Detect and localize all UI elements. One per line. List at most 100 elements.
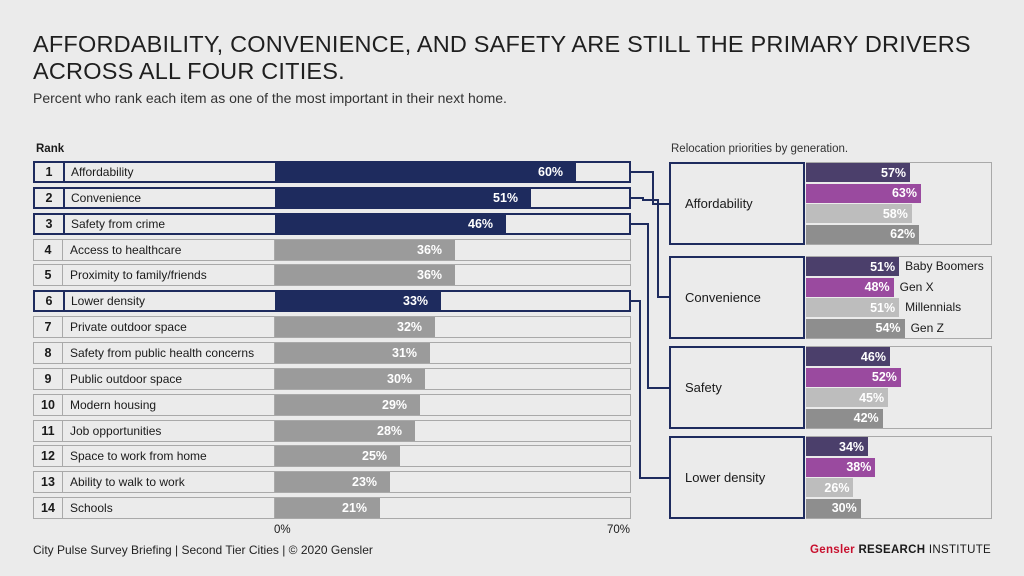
legend-entry: Gen Z — [910, 320, 944, 335]
row-divider — [274, 342, 275, 363]
brand-logo: Gensler RESEARCH INSTITUTE — [810, 544, 991, 556]
x-tick-label-max: 70% — [607, 524, 631, 536]
generation-bar: 48% — [806, 277, 894, 297]
group-frame — [806, 256, 992, 339]
generation-bar: 58% — [806, 204, 912, 224]
row-label: Proximity to family/friends — [70, 268, 207, 283]
bar-value-label: 25% — [362, 449, 388, 464]
bar-value-label: 36% — [417, 268, 443, 283]
row-divider — [274, 317, 275, 338]
group-label-box: Safety — [669, 346, 805, 429]
row-label: Public outdoor space — [70, 371, 183, 386]
rank-number: 5 — [34, 265, 63, 286]
rank-number: 7 — [34, 317, 63, 338]
generation-bar: 57% — [806, 163, 911, 182]
generation-bar: 38% — [806, 457, 876, 477]
rank-number: 6 — [35, 292, 65, 311]
group-frame — [806, 162, 992, 245]
row-label: Safety from crime — [71, 216, 166, 231]
table-row: 8 Safety from public health concerns 31% — [33, 341, 631, 364]
generation-bar: 26% — [806, 478, 854, 498]
table-row: 4 Access to healthcare 36% — [33, 238, 631, 261]
group-frame — [806, 436, 992, 519]
legend-entry: Baby Boomers — [905, 259, 984, 273]
bar-value-label: 46% — [468, 216, 494, 231]
row-label: Private outdoor space — [70, 320, 187, 335]
generation-bar: 45% — [806, 388, 889, 408]
group-label-box: Affordability — [669, 162, 805, 245]
rank-header: Rank — [36, 143, 65, 155]
row-divider — [274, 420, 275, 441]
bar-mark — [276, 188, 531, 207]
legend-entry: Gen X — [899, 279, 934, 294]
bar-mark — [275, 342, 430, 363]
row-divider — [274, 498, 275, 519]
table-row: 7 Private outdoor space 32% — [33, 316, 631, 339]
chart-title: AFFORDABILITY, CONVENIENCE, AND SAFETY A… — [33, 31, 971, 84]
bar-value-label: 31% — [392, 345, 418, 360]
table-row: 1 Affordability 60% — [33, 161, 631, 183]
row-label: Affordability — [71, 165, 134, 179]
bar-mark — [275, 498, 380, 519]
rank-number: 14 — [34, 498, 63, 519]
rank-number: 8 — [34, 342, 63, 363]
table-row: 3 Safety from crime 46% — [33, 212, 631, 235]
rank-number: 4 — [34, 239, 63, 260]
legend-entry: Millennials — [905, 300, 962, 315]
rank-number: 2 — [35, 188, 65, 207]
bar-mark — [275, 446, 400, 467]
table-row: 5 Proximity to family/friends 36% — [33, 264, 631, 287]
generation-bar: 62% — [806, 224, 920, 244]
rank-number: 3 — [35, 214, 65, 233]
row-label: Space to work from home — [70, 449, 207, 464]
table-row: 10 Modern housing 29% — [33, 393, 631, 416]
generation-bar: 63% — [806, 183, 921, 203]
generation-header: Relocation priorities by generation. — [671, 143, 849, 155]
bar-mark — [275, 420, 415, 441]
bar-value-label: 51% — [493, 190, 519, 205]
generation-bar: 52% — [806, 367, 901, 387]
rank-number: 13 — [34, 472, 63, 493]
row-divider — [274, 472, 275, 493]
brand-name: Gensler — [810, 544, 855, 556]
group-frame — [806, 346, 992, 429]
connector-line — [631, 197, 669, 298]
table-row: 9 Public outdoor space 30% — [33, 367, 631, 390]
bar-value-label: 29% — [382, 397, 408, 412]
row-divider — [274, 265, 275, 286]
bar-mark — [276, 214, 506, 233]
bar-value-label: 32% — [397, 320, 423, 335]
group-label: Safety — [685, 380, 722, 395]
rank-number: 1 — [35, 163, 65, 181]
connector-line — [631, 171, 669, 205]
row-label: Convenience — [71, 190, 142, 205]
bar-value-label: 30% — [387, 371, 413, 386]
row-label: Lower density — [71, 294, 146, 309]
bar-value-label: 33% — [403, 294, 429, 309]
brand-institute: INSTITUTE — [928, 544, 991, 556]
rank-number: 11 — [34, 420, 63, 441]
table-row: 11 Job opportunities 28% — [33, 419, 631, 442]
row-label: Modern housing — [70, 397, 157, 412]
bar-mark — [276, 292, 441, 311]
group-label-box: Lower density — [669, 436, 805, 519]
footer-credit: City Pulse Survey Briefing | Second Tier… — [33, 543, 373, 557]
bar-mark — [275, 368, 425, 389]
bar-mark — [276, 163, 576, 181]
row-divider — [274, 394, 275, 415]
generation-bar: 34% — [806, 437, 869, 456]
table-row: 2 Convenience 51% — [33, 186, 631, 209]
table-row: 12 Space to work from home 25% — [33, 445, 631, 468]
generation-bar: 51% — [806, 257, 900, 276]
rank-number: 12 — [34, 446, 63, 467]
connector-line — [631, 300, 669, 479]
row-label: Job opportunities — [70, 423, 162, 438]
bar-mark — [275, 239, 455, 260]
bar-value-label: 36% — [417, 242, 443, 257]
connector-line — [631, 223, 669, 389]
generation-bar: 51% — [806, 298, 900, 318]
bar-value-label: 21% — [342, 501, 368, 516]
rank-number: 10 — [34, 394, 63, 415]
table-row: 13 Ability to walk to work 23% — [33, 471, 631, 494]
